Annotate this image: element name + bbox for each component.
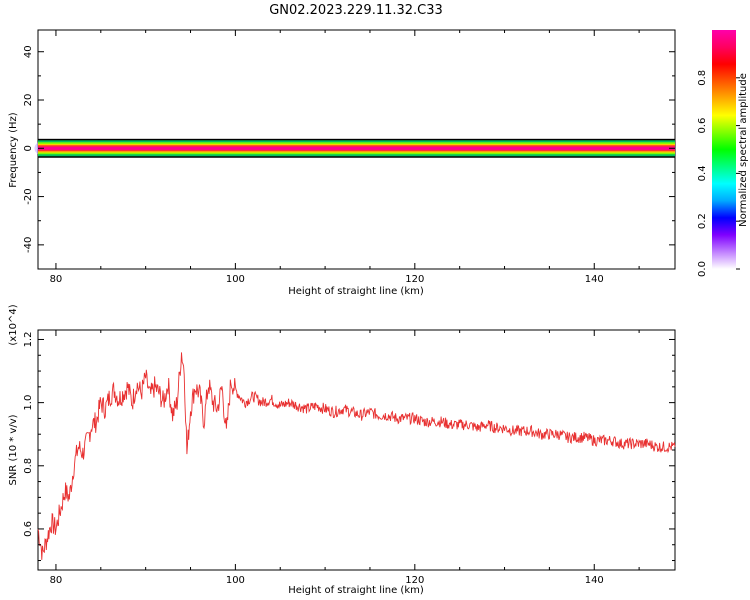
x-tick-label: 140 bbox=[585, 575, 604, 586]
figure-title: GN02.2023.229.11.32.C33 bbox=[269, 3, 443, 18]
colorbar-tick-label: 0.0 bbox=[697, 261, 708, 277]
x-tick-label: 120 bbox=[405, 274, 424, 285]
spectrogram-axes: 80 100 120 140 -40 -20 0 20 40 bbox=[23, 30, 675, 285]
x-tick-label: 80 bbox=[50, 274, 63, 285]
snr-x-label: Height of straight line (km) bbox=[288, 585, 424, 596]
colorbar-tick-label: 0.6 bbox=[697, 118, 708, 134]
y-tick-label: -20 bbox=[23, 188, 34, 204]
snr-y-label: SNR (10 * v/v) bbox=[8, 414, 19, 485]
colorbar: 0.0 0.2 0.4 0.6 0.8 Normalized spectral ampl… bbox=[697, 30, 749, 277]
x-tick-label: 140 bbox=[585, 274, 604, 285]
y-tick-label: 1.0 bbox=[23, 395, 34, 411]
spectrogram-panel: 80 100 120 140 -40 -20 0 20 40 Height of straigh… bbox=[8, 29, 676, 297]
snr-axes: 80 100 120 140 0.6 0.8 1.0 1.2 bbox=[23, 330, 675, 586]
snr-plot bbox=[37, 352, 676, 560]
y-tick-label: 20 bbox=[23, 94, 34, 107]
snr-series-line bbox=[37, 352, 676, 560]
colorbar-tick-label: 0.2 bbox=[697, 213, 708, 229]
spectrogram-x-label: Height of straight line (km) bbox=[288, 286, 424, 297]
spectral-band bbox=[38, 146, 675, 150]
y-tick-label: 0.6 bbox=[23, 521, 34, 537]
colorbar-tick-label: 0.8 bbox=[697, 70, 708, 86]
y-tick-label: 1.2 bbox=[23, 332, 34, 348]
y-tick-label: 0 bbox=[23, 145, 34, 151]
snr-frame bbox=[37, 329, 676, 571]
snr-y-multiplier: (x10^4) bbox=[8, 304, 19, 345]
colorbar-label: Normalized spectral amplitude bbox=[738, 73, 749, 227]
colorbar-tick-label: 0.4 bbox=[697, 165, 708, 181]
spectrogram-y-label: Frequency (Hz) bbox=[8, 112, 19, 188]
y-tick-label: 0.8 bbox=[23, 458, 34, 474]
x-tick-label: 100 bbox=[226, 575, 245, 586]
y-tick-label: -40 bbox=[23, 237, 34, 253]
x-tick-label: 100 bbox=[226, 274, 245, 285]
snr-panel: 80 100 120 140 0.6 0.8 1.0 1.2 Height of straig… bbox=[8, 304, 676, 596]
y-tick-label: 40 bbox=[23, 45, 34, 58]
colorbar-gradient bbox=[712, 30, 736, 269]
colorbar-ticks: 0.0 0.2 0.4 0.6 0.8 bbox=[697, 70, 740, 277]
spectrogram-plot bbox=[34, 138, 675, 158]
x-tick-label: 80 bbox=[50, 575, 63, 586]
x-tick-label: 120 bbox=[405, 575, 424, 586]
